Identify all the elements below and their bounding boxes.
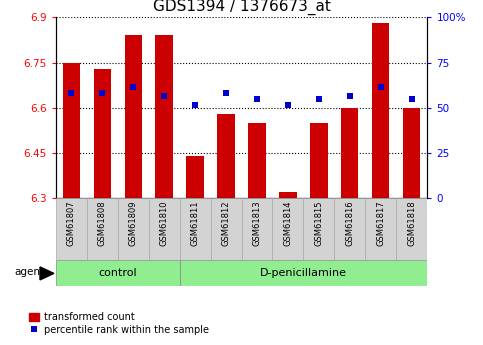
Bar: [56, 260, 180, 286]
Text: GSM61810: GSM61810: [159, 200, 169, 246]
Bar: [341, 108, 358, 198]
Bar: [272, 198, 303, 260]
Text: GSM61813: GSM61813: [253, 200, 261, 246]
Text: GSM61817: GSM61817: [376, 200, 385, 246]
Bar: [303, 198, 334, 260]
Text: GSM61807: GSM61807: [67, 200, 75, 246]
Legend: transformed count, percentile rank within the sample: transformed count, percentile rank withi…: [29, 312, 209, 335]
Bar: [397, 198, 427, 260]
Bar: [334, 198, 366, 260]
Bar: [156, 36, 172, 198]
Text: GSM61812: GSM61812: [222, 200, 230, 246]
Bar: [186, 156, 203, 198]
Bar: [217, 114, 235, 198]
Title: GDS1394 / 1376673_at: GDS1394 / 1376673_at: [153, 0, 330, 14]
Bar: [248, 123, 266, 198]
Bar: [180, 198, 211, 260]
Text: control: control: [98, 268, 137, 278]
Bar: [403, 108, 421, 198]
Text: GSM61811: GSM61811: [190, 200, 199, 246]
Text: D-penicillamine: D-penicillamine: [260, 268, 347, 278]
Bar: [117, 198, 149, 260]
Text: agent: agent: [14, 267, 44, 277]
Text: GSM61814: GSM61814: [284, 200, 293, 246]
Text: GSM61818: GSM61818: [408, 200, 416, 246]
Polygon shape: [40, 267, 54, 280]
Text: GSM61815: GSM61815: [314, 200, 324, 246]
Text: GSM61808: GSM61808: [98, 200, 107, 246]
Bar: [125, 36, 142, 198]
Bar: [211, 198, 242, 260]
Bar: [280, 193, 297, 198]
Bar: [94, 69, 111, 198]
Text: GSM61816: GSM61816: [345, 200, 355, 246]
Bar: [62, 62, 80, 198]
Bar: [180, 260, 427, 286]
Text: GSM61809: GSM61809: [128, 200, 138, 246]
Bar: [372, 23, 389, 198]
Bar: [56, 198, 86, 260]
Bar: [242, 198, 272, 260]
Bar: [366, 198, 397, 260]
Bar: [86, 198, 117, 260]
Bar: [149, 198, 180, 260]
Bar: [311, 123, 327, 198]
